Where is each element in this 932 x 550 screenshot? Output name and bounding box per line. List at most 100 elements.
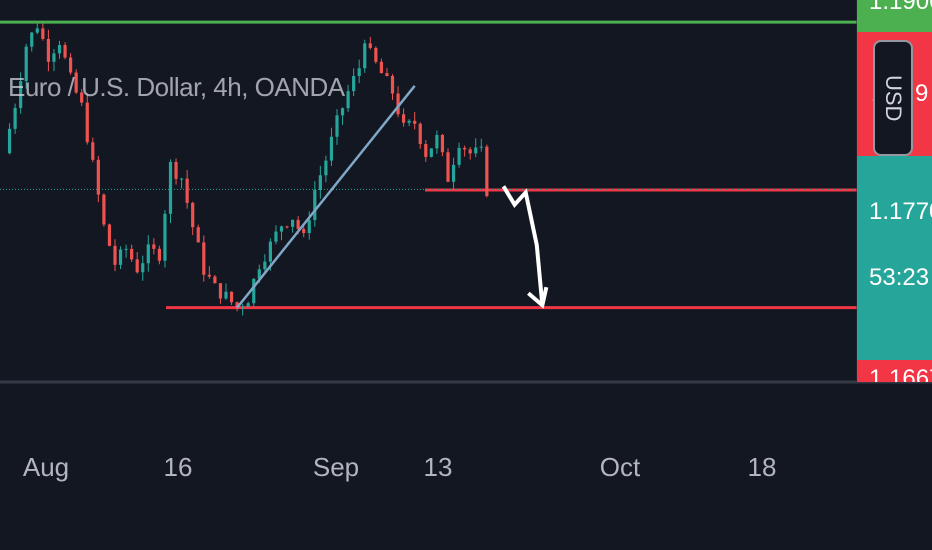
candle-body [241,306,245,308]
candle-body [96,159,100,195]
price-badge-top-value: 1.19067 [869,0,932,15]
trend-line[interactable] [236,85,416,309]
candle-body [318,175,322,191]
candle-body [152,244,156,249]
candle-body [218,283,223,299]
candle-body [118,249,123,265]
candle-body [196,227,200,243]
candle-body [385,73,389,76]
currency-selector-label: USD [881,74,906,122]
candle-body [91,142,95,160]
candle-body [85,102,89,143]
candle-body [229,291,234,303]
candle-body [396,93,400,115]
candle-body [180,178,184,180]
trend-line-group [236,85,416,309]
candle-body [13,107,17,129]
candle-body [446,152,450,182]
candle-body [130,248,134,260]
candle-body [451,164,456,182]
candle-body [263,261,267,270]
candle-body [46,38,50,62]
x-tick-label: Aug [22,452,70,482]
candle-body [135,259,139,273]
candles [7,21,489,316]
candle-body [307,220,311,234]
candle-body [429,148,433,157]
projection-arrow-head [527,286,549,309]
candle-body [30,32,34,47]
candle-body [252,278,256,304]
candle-body [468,149,472,154]
x-tick-label: 18 [747,452,777,482]
candle-body [435,134,439,149]
candle-body [313,190,317,221]
candle-body [124,248,128,250]
candle-body [296,219,300,229]
candle-body [235,302,239,308]
projection-arrow[interactable] [501,185,545,306]
candle-body [168,161,173,214]
candle-body [7,128,12,154]
candle-body [268,241,272,262]
candle-body [102,194,106,225]
candle-body [57,45,62,54]
candle-body [352,75,356,92]
candle-body [424,144,428,157]
price-badge-top: 1.19067 [857,0,932,32]
candle-body [185,178,189,203]
candle-body [357,68,361,76]
candle-body [191,202,195,228]
candle-body [279,226,284,232]
candle-body [379,61,383,74]
candle-body [69,57,73,73]
candle-body [41,28,45,39]
candle-body [213,276,217,284]
candle-body [163,213,167,261]
candle-body [146,244,150,264]
candle-body [19,80,23,108]
candle-body [457,147,461,165]
candle-body [324,160,328,176]
price-badge-red-upper-suffix: 9 [915,80,929,107]
candle-body [407,120,411,123]
candle-body [207,274,211,277]
candle-body [302,228,306,234]
candle-body [413,120,417,124]
candle-body [157,248,161,261]
horizontal-levels [0,20,857,310]
candle-body [374,47,378,62]
candle-body [24,46,28,81]
candle-body [246,303,250,307]
current-price-value: 1.17705 [869,198,932,225]
candle-body [368,43,372,48]
candle-body [74,72,78,93]
candle-body [463,147,467,150]
symbol-legend[interactable]: Euro / U.S. Dollar, 4h, OANDA [8,72,345,102]
countdown-value: 53:23 [869,264,930,291]
candle-body [107,224,112,246]
candle-body [340,108,345,116]
candle-body [291,219,295,227]
x-tick-label: 13 [423,452,453,482]
candle-body [35,28,39,33]
projection-group [501,185,549,309]
candle-body [474,147,478,154]
candle-body [52,53,56,62]
x-tick-label: Sep [312,452,360,482]
currency-selector[interactable]: USD [873,40,913,156]
candle-body [440,134,445,153]
candle-body [329,136,334,161]
candle-body [141,263,145,273]
candle-body [80,92,84,103]
x-tick-label: Oct [599,452,641,482]
price-badge-bottom-value: 1.16674 [869,365,932,383]
candle-body [63,45,67,58]
x-tick-label: 16 [163,452,193,482]
candle-body [274,231,278,242]
candle-body [390,75,395,94]
candle-body [485,146,489,197]
candle-body [113,245,117,265]
candle-body [418,123,422,145]
